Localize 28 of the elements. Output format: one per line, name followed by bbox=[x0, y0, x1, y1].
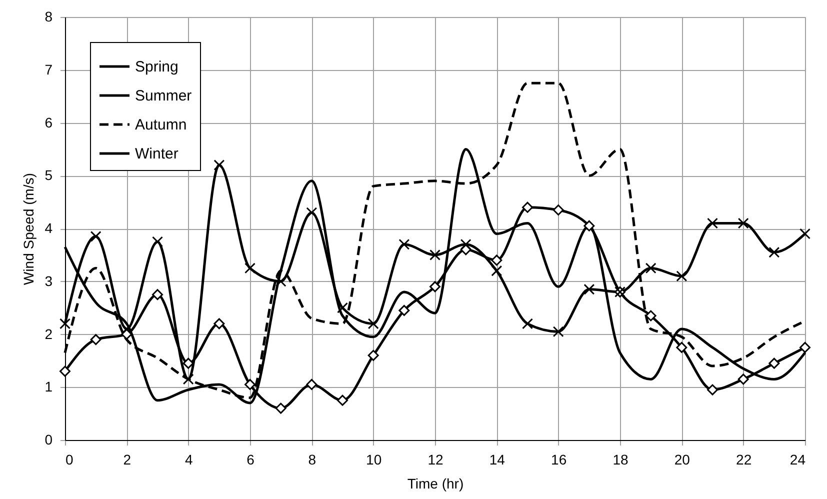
y-tick-label: 2 bbox=[44, 326, 53, 342]
legend-label: Winter bbox=[135, 146, 178, 162]
x-tick-label: 10 bbox=[366, 452, 382, 468]
legend-label: Spring bbox=[135, 58, 178, 76]
y-tick-label: 3 bbox=[44, 272, 53, 289]
x-axis-title: Time (hr) bbox=[407, 476, 464, 492]
y-axis-title: Wind Speed (m/s) bbox=[20, 172, 37, 286]
y-tick-label: 5 bbox=[44, 167, 53, 184]
x-tick-label: 12 bbox=[428, 452, 444, 468]
y-tick-label: 8 bbox=[44, 8, 53, 24]
x-tick-label: 22 bbox=[736, 452, 752, 468]
y-tick-label: 1 bbox=[44, 378, 53, 395]
x-tick-label: 14 bbox=[489, 452, 506, 468]
x-tick-label: 8 bbox=[308, 452, 316, 468]
y-tick-label: 0 bbox=[44, 432, 53, 448]
y-tick-label: 4 bbox=[44, 220, 53, 236]
legend-label: Summer bbox=[135, 88, 192, 104]
x-tick-label: 16 bbox=[551, 452, 567, 468]
x-tick-label: 4 bbox=[184, 452, 193, 468]
x-tick-label: 24 bbox=[790, 452, 806, 468]
y-tick-label: 7 bbox=[44, 61, 53, 78]
y-tick-label: 6 bbox=[44, 114, 53, 130]
x-tick-label: 0 bbox=[66, 452, 74, 468]
x-tick-label: 20 bbox=[674, 452, 690, 468]
x-tick-label: 18 bbox=[612, 452, 628, 468]
x-tick-label: 6 bbox=[246, 452, 255, 468]
x-tick-label: 2 bbox=[123, 452, 132, 468]
legend-label: Autumn bbox=[135, 116, 187, 134]
